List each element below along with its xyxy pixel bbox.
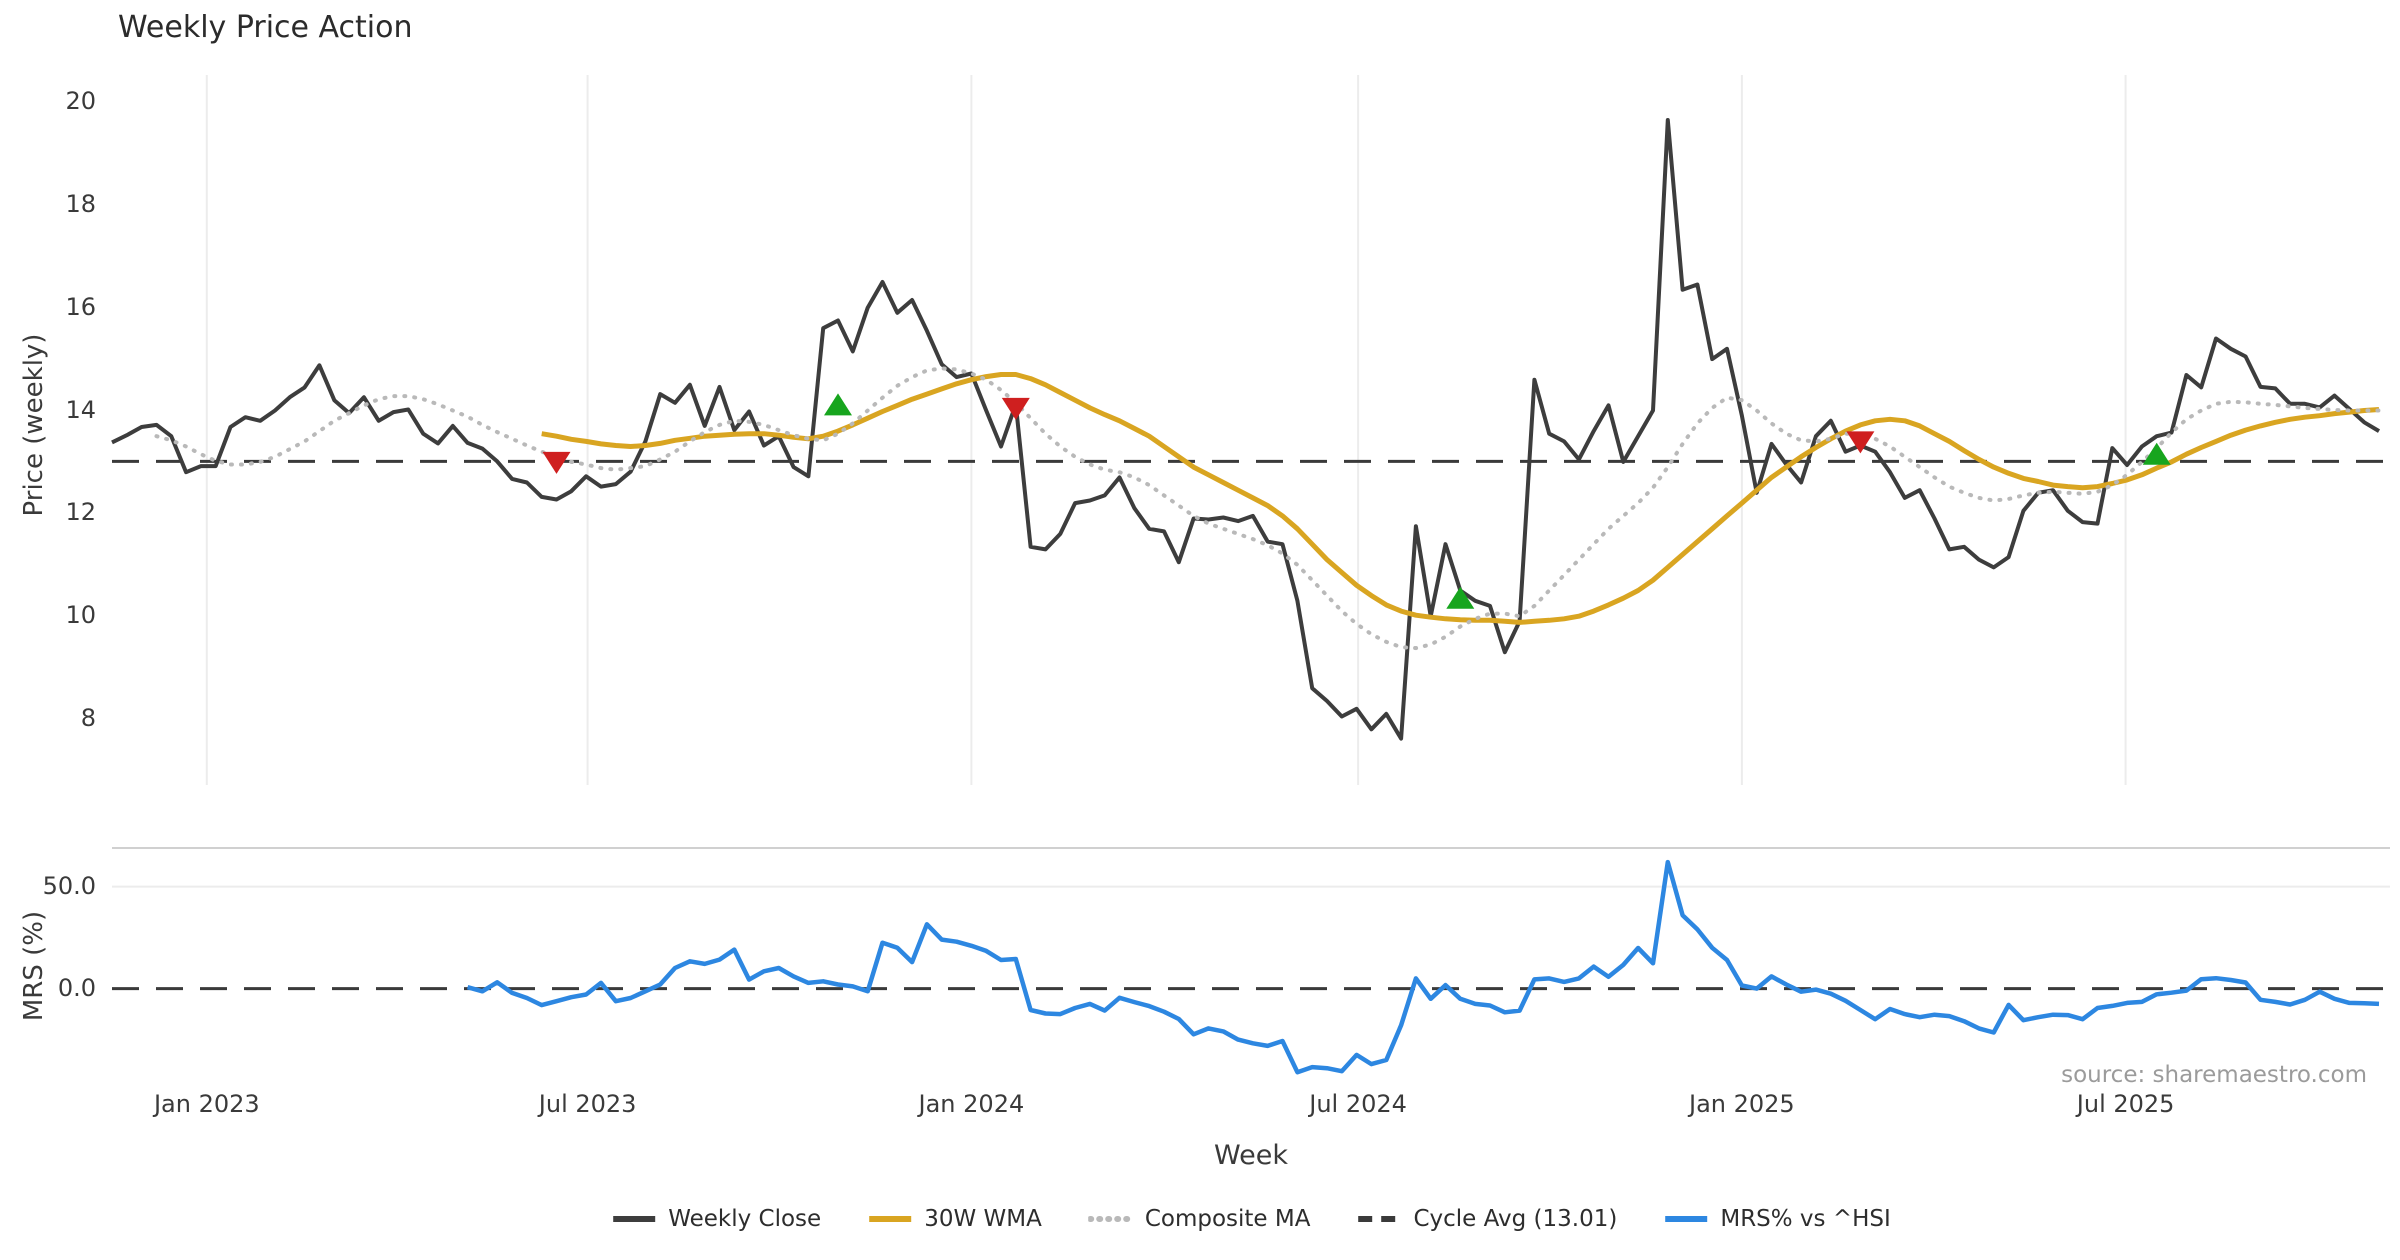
sell-signal-marker — [1001, 397, 1030, 420]
x-tick: Jul 2025 — [2076, 1090, 2175, 1118]
mrs-axis-label: MRS (%) — [19, 910, 49, 1022]
composite-ma-line — [154, 366, 2381, 651]
legend-swatch — [1665, 1216, 1708, 1222]
legend-item-30w-wma[interactable]: 30W WMA — [867, 1206, 1042, 1232]
legend-item-mrs-vs-hsi[interactable]: MRS% vs ^HSI — [1663, 1206, 1891, 1232]
legend-swatch — [1087, 1216, 1134, 1222]
mrs-ytick: 0.0 — [57, 973, 96, 1002]
legend: Weekly Close 30W WMA Composite MA Cycle Avg… — [611, 1206, 1891, 1232]
x-tick: Jan 2025 — [1688, 1090, 1795, 1118]
buy-signal-marker — [1446, 586, 1475, 609]
legend-swatch — [1358, 1216, 1401, 1222]
legend-item-weekly-close[interactable]: Weekly Close — [611, 1206, 821, 1232]
chart-title: Weekly Price Action — [118, 10, 413, 45]
price-ytick: 20 — [65, 87, 96, 115]
price-ytick: 16 — [65, 292, 96, 321]
price-ytick: 12 — [65, 498, 96, 527]
x-tick: Jul 2024 — [1309, 1090, 1407, 1118]
mrs-ytick: 50.0 — [42, 871, 96, 900]
sell-signal-marker — [1846, 431, 1875, 454]
legend-item-composite-ma[interactable]: Composite MA — [1087, 1206, 1311, 1232]
legend-swatch — [869, 1216, 912, 1222]
price-ytick: 18 — [65, 189, 96, 218]
x-tick: Jul 2023 — [538, 1090, 637, 1118]
legend-label: Weekly Close — [668, 1206, 822, 1232]
weekly-close-line — [111, 118, 2381, 741]
legend-label: Cycle Avg (13.01) — [1413, 1206, 1618, 1232]
price-ytick: 8 — [80, 704, 96, 733]
sell-signal-marker — [542, 451, 571, 474]
x-tick: Jan 2023 — [153, 1090, 260, 1118]
price-axis-label: Price (weekly) — [19, 333, 49, 517]
legend-label: 30W WMA — [924, 1206, 1042, 1232]
x-axis-title: Week — [1214, 1140, 1288, 1171]
buy-signal-marker — [2142, 442, 2171, 465]
price-ytick: 10 — [65, 601, 96, 630]
mrs-line — [466, 859, 2380, 1075]
legend-swatch — [613, 1216, 656, 1222]
legend-label: Composite MA — [1144, 1206, 1311, 1232]
wma30-line — [541, 372, 2380, 625]
legend-item-cycle-avg-13-01[interactable]: Cycle Avg (13.01) — [1356, 1206, 1617, 1232]
source-credit: source: sharemaestro.com — [2061, 1062, 2367, 1088]
legend-label: MRS% vs ^HSI — [1720, 1206, 1891, 1232]
buy-signal-marker — [824, 393, 852, 416]
x-tick: Jan 2024 — [918, 1090, 1025, 1118]
price-ytick: 14 — [65, 395, 96, 424]
